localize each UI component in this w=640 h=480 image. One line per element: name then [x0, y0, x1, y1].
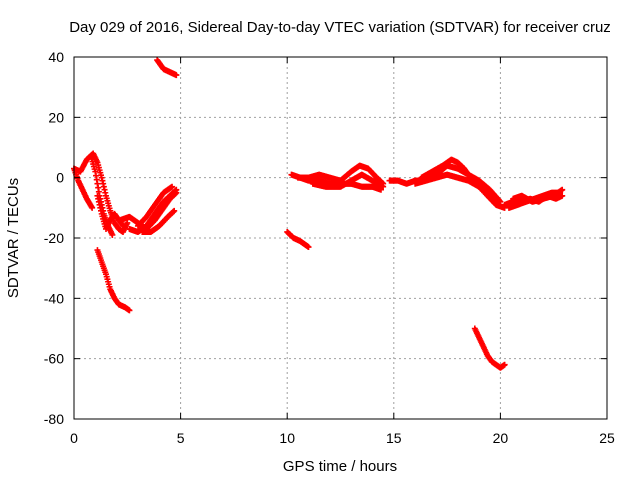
y-tick-label: -80 — [44, 411, 64, 427]
x-tick-label: 15 — [386, 430, 402, 446]
data-point — [559, 192, 566, 199]
y-tick-label: 20 — [48, 109, 64, 125]
data-point — [305, 244, 312, 251]
x-tick-label: 5 — [177, 430, 185, 446]
data-point — [173, 72, 180, 79]
y-tick-label: -20 — [44, 230, 64, 246]
y-tick-label: -40 — [44, 290, 64, 306]
y-axis-label: SDTVAR / TECUs — [5, 178, 22, 298]
x-tick-label: 10 — [279, 430, 295, 446]
data-point — [559, 186, 566, 193]
data-point — [380, 183, 387, 190]
x-tick-label: 20 — [493, 430, 509, 446]
x-tick-label: 25 — [599, 430, 615, 446]
data-point — [109, 231, 116, 238]
y-tick-label: 0 — [56, 170, 64, 186]
data-point — [171, 207, 178, 214]
data-points — [71, 57, 566, 371]
data-point — [501, 361, 508, 368]
chart-title: Day 029 of 2016, Sidereal Day-to-day VTE… — [69, 19, 611, 36]
data-point — [124, 219, 131, 226]
data-point — [169, 183, 176, 190]
x-axis-label: GPS time / hours — [283, 458, 397, 475]
x-tick-label: 0 — [70, 430, 78, 446]
axis-ticks: 0 5 10 15 20 25 -80 -60 -40 -20 0 20 40 — [44, 49, 615, 446]
data-point — [126, 307, 133, 314]
data-point — [89, 204, 96, 211]
data-point — [497, 198, 504, 205]
y-tick-label: -60 — [44, 351, 64, 367]
y-tick-label: 40 — [48, 49, 64, 65]
data-point — [120, 222, 127, 229]
data-point — [173, 186, 180, 193]
